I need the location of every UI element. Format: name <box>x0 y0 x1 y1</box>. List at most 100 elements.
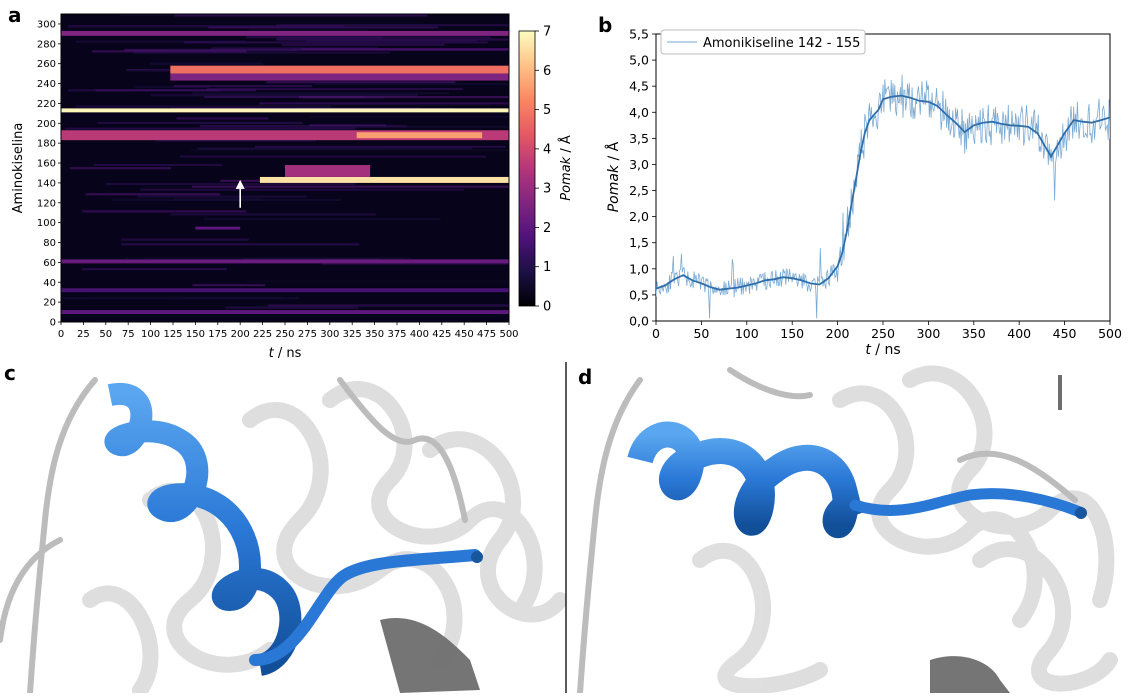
colorbar-tick-label: 0 <box>543 300 551 315</box>
x-tick-label: 500 <box>499 329 518 340</box>
x-tick-label: 0 <box>652 326 660 341</box>
heatmap-noise-streak <box>204 95 365 99</box>
heatmap-band <box>170 73 509 81</box>
lineplot-area <box>656 74 1110 319</box>
x-tick-label: 50 <box>693 326 709 341</box>
heatmap-noise-streak <box>135 86 210 89</box>
x-tick-label: 50 <box>99 329 112 340</box>
heatmap-band <box>61 259 509 264</box>
y-tick-label: 60 <box>43 258 56 269</box>
panel-label-b: b <box>598 13 612 37</box>
legend-box <box>660 29 866 55</box>
helix-c <box>104 383 483 676</box>
heatmap-band <box>61 310 509 315</box>
heatmap-noise-streak <box>90 295 185 298</box>
y-tick-label: 5,5 <box>629 27 649 42</box>
heatmap-band <box>61 130 509 141</box>
x-tick-label: 250 <box>275 329 294 340</box>
y-tick-label: 20 <box>43 298 56 309</box>
colorbar-tick-label: 5 <box>543 103 551 118</box>
heatmap-noise-streak <box>249 28 368 31</box>
heatmap-noise <box>61 14 509 322</box>
heatmap-noise-streak <box>298 95 509 99</box>
x-tick-label: 150 <box>186 329 205 340</box>
y-tick-label: 0 <box>50 318 56 329</box>
heatmap-noise-streak <box>174 14 428 17</box>
colorbar: 0 1 2 3 4 5 6 7 Pomak / Å <box>518 25 574 315</box>
heatmap-noise-streak <box>276 38 509 41</box>
lineplot-x-ticks: 0 50 100 150 200 250 300 350 400 450 500 <box>652 321 1122 341</box>
heatmap-noise-streak <box>309 115 509 119</box>
colorbar-tick-label: 2 <box>543 221 551 236</box>
x-tick-label: 500 <box>1098 326 1122 341</box>
heatmap-y-label: Aminokiselina <box>11 123 26 214</box>
heatmap-noise-streak <box>180 155 487 158</box>
x-tick-label: 225 <box>253 329 272 340</box>
x-tick-label: 400 <box>410 329 429 340</box>
y-tick-label: 4,0 <box>629 105 649 120</box>
y-tick-label: 1,0 <box>629 261 649 276</box>
y-tick-label: 300 <box>37 19 56 30</box>
panel-label-c: c <box>4 361 16 385</box>
colorbar-tick-label: 4 <box>543 142 551 157</box>
x-tick-label: 100 <box>141 329 160 340</box>
colorbar-ticks: 0 1 2 3 4 5 6 7 <box>535 25 551 315</box>
heatmap-noise-streak <box>173 84 313 88</box>
heatmap-noise-streak <box>295 125 509 128</box>
heatmap-band <box>195 226 241 230</box>
heatmap-noise-streak <box>208 26 439 29</box>
y-tick-label: 3,5 <box>629 131 649 146</box>
series-smooth-line <box>656 94 1110 291</box>
x-tick-label: 200 <box>231 329 250 340</box>
heatmap-noise-streak <box>120 243 360 246</box>
heatmap-noise-streak <box>69 167 172 170</box>
colorbar-tick-label: 3 <box>543 182 551 197</box>
panel-c: c <box>0 361 567 693</box>
heatmap-x-label: t / ns <box>269 346 302 361</box>
heatmap-noise-streak <box>315 82 509 86</box>
colorbar-label: Pomak / Å <box>558 135 574 201</box>
x-tick-label: 125 <box>163 329 182 340</box>
y-tick-label: 280 <box>37 39 56 50</box>
x-tick-label: 375 <box>387 329 406 340</box>
heatmap-noise-streak <box>85 193 221 196</box>
heatmap-noise-streak <box>140 188 464 191</box>
heatmap-noise-streak <box>151 94 418 97</box>
legend-label: Amonikiseline 142 - 155 <box>703 36 860 51</box>
x-tick-label: 200 <box>826 326 850 341</box>
x-tick-label: 450 <box>1053 326 1077 341</box>
lineplot-y-label: Pomak / Å <box>605 141 622 212</box>
heatmap-band <box>259 176 509 183</box>
x-tick-label: 75 <box>122 329 135 340</box>
heatmap-noise-streak <box>308 320 458 322</box>
heatmap-noise-streak <box>176 117 269 120</box>
heatmap-noise-streak <box>184 41 488 44</box>
heatmap-noise-streak <box>308 124 387 127</box>
colorbar-gradient <box>518 30 536 307</box>
heatmap-noise-streak <box>206 87 463 91</box>
heatmap-plot <box>60 13 510 323</box>
heatmap-x-ticks: 0 25 50 75 100 125 150 175 200 225 250 275 300 325 350… <box>58 322 519 340</box>
heatmap-noise-streak <box>111 198 342 202</box>
heatmap-noise-streak <box>65 127 356 130</box>
structure-render-c <box>0 377 566 693</box>
lineplot-x-label: t / ns <box>865 342 900 358</box>
heatmap-band <box>170 65 509 74</box>
lineplot-y-ticks: 0,0 0,5 1,0 1,5 2,0 2,5 3,0 3,5 4,0 4,5 5,0 5,5 <box>629 27 656 329</box>
heatmap-noise-streak <box>81 267 227 271</box>
heatmap-noise-streak <box>170 213 376 216</box>
x-tick-label: 0 <box>58 329 64 340</box>
heatmap-noise-streak <box>302 97 385 100</box>
heatmap-noise-streak <box>137 195 307 198</box>
heatmap-noise-streak <box>258 104 491 107</box>
helix-d <box>627 421 1087 538</box>
heatmap-noise-streak <box>82 210 247 213</box>
heatmap-noise-streak <box>197 147 473 150</box>
heatmap-noise-streak <box>192 284 265 287</box>
structure-render-d <box>577 365 1118 693</box>
heatmap-noise-streak <box>259 102 509 105</box>
heatmap-noise-streak <box>267 304 509 307</box>
y-tick-label: 40 <box>43 278 56 289</box>
heatmap-annotation <box>235 179 245 208</box>
